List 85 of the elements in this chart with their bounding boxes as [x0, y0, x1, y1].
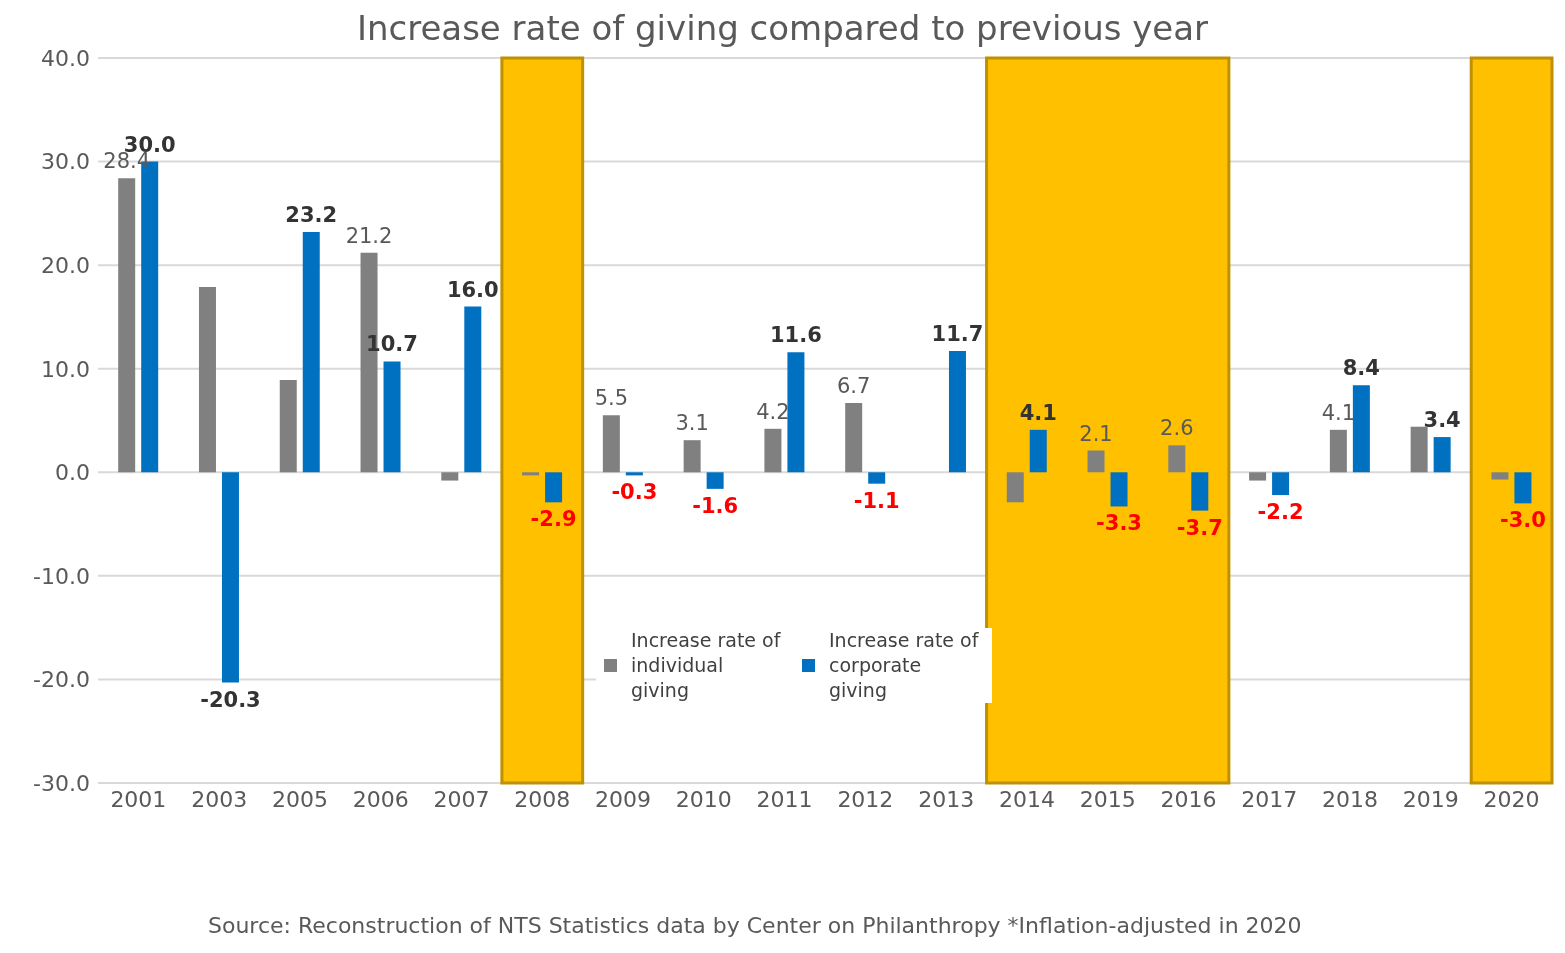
x-tick-label: 2016: [1160, 786, 1217, 812]
data-label: -0.3: [611, 480, 658, 505]
bar: [683, 440, 701, 473]
x-tick-label: 2013: [918, 786, 975, 812]
x-tick-label: 2003: [191, 786, 248, 812]
data-label: 11.6: [770, 323, 822, 348]
data-label: 23.2: [285, 203, 338, 227]
data-label: 8.4: [1342, 356, 1380, 381]
bar: [1433, 437, 1451, 473]
data-label: -2.2: [1257, 500, 1304, 525]
bar: [441, 472, 459, 481]
bar: [1329, 429, 1347, 473]
data-label: 5.5: [594, 386, 629, 411]
data-label: 21.2: [345, 223, 393, 248]
bar: [764, 428, 782, 473]
data-label: -3.3: [1096, 511, 1142, 536]
data-label: -3.0: [1499, 508, 1546, 533]
x-tick-label: 2006: [352, 786, 409, 812]
bar: [602, 415, 620, 473]
legend-label: Increase rate of corporate giving: [829, 628, 980, 703]
legend-label: Increase rate of individual giving: [631, 628, 782, 703]
x-tick-label: 2001: [110, 786, 167, 812]
bar: [383, 361, 401, 473]
x-tick-label: 2009: [595, 786, 652, 812]
bar: [1006, 472, 1024, 503]
bar: [1272, 472, 1290, 496]
bar: [118, 178, 136, 473]
bar: [1249, 472, 1267, 481]
source-note: Source: Reconstruction of NTS Statistics data by Center on Philanthropy *Inflation-adjusted in 2020: [208, 913, 1302, 938]
bar: [464, 306, 482, 473]
bar: [1168, 445, 1186, 473]
y-tick-label: -20.0: [33, 667, 90, 693]
y-tick-label: 20.0: [41, 252, 90, 278]
bar: [1410, 426, 1428, 473]
x-tick-label: 2018: [1322, 786, 1379, 812]
bar: [545, 472, 563, 503]
bar: [1491, 472, 1509, 480]
bar: [706, 472, 724, 489]
chart-title: Increase rate of giving compared to previous year: [356, 8, 1209, 48]
y-tick-label: -30.0: [33, 770, 90, 796]
x-tick-label: 2012: [837, 786, 894, 812]
data-label: 16.0: [446, 277, 499, 302]
x-tick-label: 2005: [271, 786, 328, 812]
x-tick-label: 2007: [433, 786, 490, 812]
data-label: 4.1: [1019, 400, 1057, 425]
data-label: -1.1: [853, 488, 900, 513]
bar: [198, 286, 216, 473]
bar: [625, 472, 643, 476]
x-tick-label: 2014: [998, 786, 1055, 812]
data-label: 6.7: [836, 373, 871, 398]
bar: [948, 351, 966, 473]
y-tick-label: 10.0: [41, 356, 90, 382]
x-tick-label: 2019: [1402, 786, 1459, 812]
bar: [1110, 472, 1128, 507]
bar: [522, 472, 540, 476]
y-tick-label: 0.0: [55, 460, 90, 486]
bar: [1514, 472, 1532, 504]
x-tick-label: 2008: [514, 786, 571, 812]
y-tick-label: -10.0: [33, 563, 90, 589]
bar: [1352, 385, 1370, 473]
data-label: 3.4: [1423, 408, 1461, 433]
bar: [868, 472, 886, 484]
data-label: 2.1: [1079, 421, 1113, 446]
x-tick-label: 2020: [1483, 786, 1540, 812]
y-tick-label: 40.0: [41, 45, 90, 71]
bar: [221, 472, 239, 683]
bar: [279, 380, 297, 473]
data-label: 3.1: [675, 411, 709, 436]
bar: [302, 232, 320, 473]
data-label: -3.7: [1176, 515, 1223, 540]
data-label: -20.3: [200, 687, 261, 712]
x-tick-label: 2011: [756, 786, 813, 812]
bar: [787, 352, 805, 473]
bar: [845, 402, 863, 473]
data-label: 11.7: [931, 322, 984, 347]
bar: [1029, 429, 1047, 473]
bar: [1087, 450, 1105, 473]
data-label: -1.6: [692, 493, 739, 518]
x-tick-label: 2010: [675, 786, 732, 812]
x-tick-label: 2017: [1241, 786, 1298, 812]
data-label: 2.6: [1160, 416, 1194, 441]
y-tick-label: 30.0: [41, 149, 90, 175]
x-tick-label: 2015: [1079, 786, 1136, 812]
bar: [1191, 472, 1209, 511]
data-label: -2.9: [530, 507, 577, 532]
